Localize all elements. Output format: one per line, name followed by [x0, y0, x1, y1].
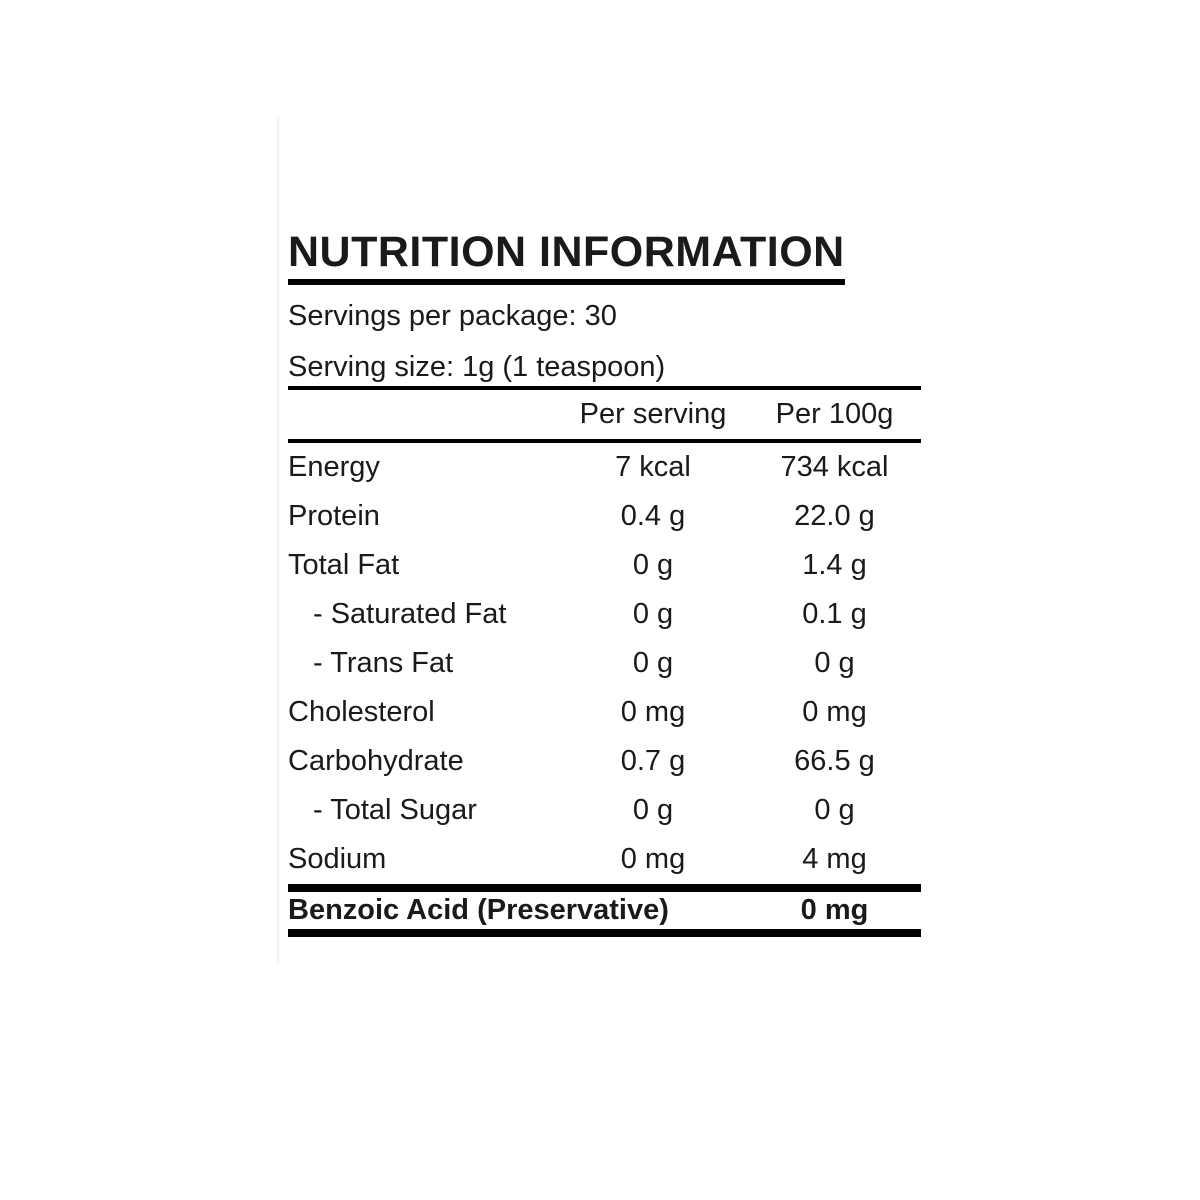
per-100g-value: 0.1 g	[802, 598, 867, 630]
nutrient-name: Cholesterol	[288, 696, 435, 728]
per-100g-value: 22.0 g	[794, 500, 875, 532]
nutrient-name: Carbohydrate	[288, 745, 464, 777]
table-header-row: Per serving Per 100g	[288, 390, 921, 439]
table-row-total-fat: Total Fat 0 g 1.4 g	[288, 541, 921, 590]
per-100g-value: 4 mg	[802, 843, 867, 875]
table-row-sodium: Sodium 0 mg 4 mg	[288, 835, 921, 884]
nutrient-name: Protein	[288, 500, 380, 532]
per-100g-value: 66.5 g	[794, 745, 875, 777]
per-serving-value: 7 kcal	[615, 451, 691, 483]
per-serving-value: 0 mg	[620, 843, 686, 875]
preservative-name: Benzoic Acid (Preservative)	[288, 894, 669, 926]
nutrient-name: - Total Sugar	[313, 794, 477, 826]
nutrition-label: NUTRITION INFORMATION Servings per packa…	[288, 231, 921, 937]
per-serving-value: 0 mg	[620, 696, 686, 728]
nutrient-name: Energy	[288, 451, 380, 483]
table-bottom-rule	[288, 929, 921, 937]
per-serving-value: 0 g	[632, 647, 674, 679]
column-header-per-100g: Per 100g	[775, 398, 894, 430]
per-serving-value: 0.4 g	[620, 500, 686, 532]
table-row-trans-fat: - Trans Fat 0 g 0 g	[288, 639, 921, 688]
per-100g-value: 734 kcal	[780, 451, 889, 483]
per-serving-value: 0.7 g	[620, 745, 686, 777]
nutrient-name: - Trans Fat	[313, 647, 454, 679]
page-title: NUTRITION INFORMATION	[288, 231, 845, 285]
table-row-total-sugar: - Total Sugar 0 g 0 g	[288, 786, 921, 835]
preservative-top-rule	[288, 884, 921, 892]
nutrient-name: Total Fat	[288, 549, 400, 581]
per-100g-value: 0 g	[814, 794, 855, 826]
table-row-energy: Energy 7 kcal 734 kcal	[288, 443, 921, 492]
table-row-carbohydrate: Carbohydrate 0.7 g 66.5 g	[288, 737, 921, 786]
column-header-per-serving: Per serving	[579, 398, 727, 430]
per-serving-value: 0 g	[632, 598, 674, 630]
per-serving-value: 0 g	[632, 549, 674, 581]
photo-edge-line	[277, 118, 279, 963]
table-row-benzoic-acid: Benzoic Acid (Preservative) 0 mg	[288, 892, 921, 929]
per-100g-value: 1.4 g	[802, 549, 867, 581]
table-row-cholesterol: Cholesterol 0 mg 0 mg	[288, 688, 921, 737]
per-100g-value: 0 mg	[802, 696, 867, 728]
table-row-saturated-fat: - Saturated Fat 0 g 0.1 g	[288, 590, 921, 639]
serving-size-line: Serving size: 1g (1 teaspoon)	[288, 351, 666, 383]
header-rule	[288, 439, 921, 443]
table-row-protein: Protein 0.4 g 22.0 g	[288, 492, 921, 541]
servings-per-package-line: Servings per package: 30	[288, 300, 617, 332]
per-100g-value: 0 mg	[800, 894, 869, 926]
per-100g-value: 0 g	[814, 647, 855, 679]
per-serving-value: 0 g	[632, 794, 674, 826]
nutrient-name: - Saturated Fat	[313, 598, 507, 630]
table-top-rule	[288, 386, 921, 390]
nutrient-name: Sodium	[288, 843, 387, 875]
